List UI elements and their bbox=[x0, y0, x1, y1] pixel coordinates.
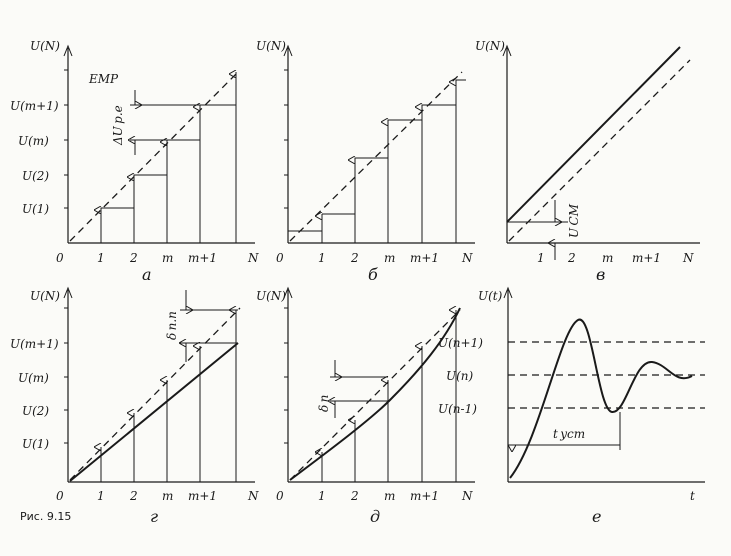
panel-v-x-axis-label: N bbox=[682, 251, 694, 265]
panel-v: U(N) N 1 2 m m+1 U CM в bbox=[475, 39, 700, 284]
panel-g-ideal-line bbox=[69, 307, 241, 481]
panel-a-x-tick-2: m bbox=[162, 251, 173, 265]
panel-d-delta-label: δ n bbox=[317, 395, 331, 412]
panel-b: U(N) N 0 1 2 m m+1 б bbox=[256, 39, 475, 284]
panel-b-ideal-line bbox=[289, 71, 463, 242]
panel-e-transient-curve bbox=[509, 318, 693, 479]
panel-d-sub-label: д bbox=[370, 507, 380, 526]
panel-g-x-tick-2: m bbox=[162, 489, 173, 503]
panel-g-y-tick-3: U(1) bbox=[22, 437, 49, 451]
panel-g-delta-label: δ n.n bbox=[165, 311, 179, 340]
panel-g-sub-label: г bbox=[150, 507, 158, 526]
panel-g-x-axis-label: N bbox=[247, 489, 259, 503]
panel-g-x-tick-3: m+1 bbox=[188, 489, 217, 503]
panel-d-arrows bbox=[322, 310, 457, 482]
panel-b-staircase bbox=[288, 79, 466, 243]
panel-v-x-tick-3: m+1 bbox=[632, 251, 661, 265]
panel-d-y-arrow-icon bbox=[283, 286, 293, 299]
panel-v-real-line bbox=[506, 46, 681, 223]
panel-d-x-tick-1: 2 bbox=[350, 489, 359, 503]
panel-a-x-tick-3: m+1 bbox=[188, 251, 217, 265]
panel-g-origin: 0 bbox=[56, 489, 64, 503]
panel-d-y-axis-label: U(N) bbox=[256, 289, 286, 303]
panel-g-y-arrow-icon bbox=[63, 286, 73, 299]
panel-a-x-tick-1: 2 bbox=[129, 251, 138, 265]
panel-b-sub-label: б bbox=[368, 265, 378, 284]
panel-e-y-arrow-icon bbox=[503, 286, 513, 299]
panel-a-staircase bbox=[100, 72, 237, 243]
panel-a-x-axis-label: N bbox=[247, 251, 259, 265]
panel-g: U(N) N 0 U(m+1) U(m) U(2) U(1) 1 2 m m+1… bbox=[10, 286, 259, 526]
panel-a-delta-label: ΔU p.e bbox=[111, 105, 125, 146]
panel-v-ideal-line bbox=[508, 59, 691, 242]
panel-e-sub-label: е bbox=[592, 507, 601, 526]
panel-e-y-tick-0: U(n+1) bbox=[438, 336, 483, 350]
panel-v-y-arrow-icon bbox=[502, 44, 512, 57]
panel-b-x-tick-0: 1 bbox=[318, 251, 326, 265]
panel-b-y-arrow-icon bbox=[283, 44, 293, 57]
panel-v-x-tick-2: m bbox=[602, 251, 613, 265]
panel-d-x-tick-0: 1 bbox=[318, 489, 326, 503]
panel-b-y-axis-label: U(N) bbox=[256, 39, 286, 53]
panel-a-y-tick-2: U(2) bbox=[22, 169, 49, 183]
panel-g-arrows bbox=[101, 310, 237, 482]
panel-e-t-label: t ycm bbox=[553, 427, 585, 441]
panel-g-x-tick-0: 1 bbox=[97, 489, 105, 503]
panel-v-sub-label: в bbox=[596, 265, 605, 284]
panel-v-ucm-label: U CM bbox=[567, 203, 581, 238]
panel-b-origin: 0 bbox=[276, 251, 284, 265]
panel-b-x-tick-2: m bbox=[384, 251, 395, 265]
panel-e-y-axis-label: U(t) bbox=[478, 289, 503, 303]
panel-g-y-tick-0: U(m+1) bbox=[10, 337, 59, 351]
panel-b-arrows bbox=[322, 82, 457, 243]
panel-g-y-axis-label: U(N) bbox=[30, 289, 60, 303]
panel-d-x-tick-2: m bbox=[384, 489, 395, 503]
panel-a-origin: 0 bbox=[56, 251, 64, 265]
panel-e-x-axis-label: t bbox=[690, 489, 695, 503]
panel-a-y-tick-3: U(1) bbox=[22, 202, 49, 216]
panel-d-x-tick-3: m+1 bbox=[410, 489, 439, 503]
panel-a: U(N) N 0 U(m+1) U(m) U(2) U(1) 1 2 m m+1… bbox=[10, 39, 259, 284]
panel-v-x-tick-0: 1 bbox=[537, 251, 545, 265]
panel-g-y-tick-1: U(m) bbox=[18, 371, 49, 385]
panel-v-x-tick-1: 2 bbox=[567, 251, 576, 265]
panel-a-y-tick-0: U(m+1) bbox=[10, 99, 59, 113]
panel-b-y-tick-marks bbox=[284, 69, 288, 209]
panel-d: U(N) N 0 1 2 m m+1 δ n д bbox=[256, 286, 475, 526]
figure-caption: Рис. 9.15 bbox=[20, 510, 71, 523]
panel-a-ideal-line bbox=[69, 71, 239, 242]
panel-g-real-line bbox=[69, 342, 239, 482]
panel-e: U(t) t U(n+1) U(n) U(n-1) t ycm е bbox=[438, 286, 705, 526]
panel-e-y-tick-1: U(n) bbox=[446, 369, 474, 383]
panel-d-x-axis-label: N bbox=[461, 489, 473, 503]
panel-e-y-tick-2: U(n-1) bbox=[438, 402, 477, 416]
panel-d-ideal-line bbox=[289, 309, 461, 481]
panel-a-y-tick-marks bbox=[64, 69, 68, 209]
panel-g-y-tick-2: U(2) bbox=[22, 404, 49, 418]
panel-a-sub-label: а bbox=[142, 265, 152, 284]
panel-a-y-arrow-icon bbox=[63, 44, 73, 57]
panel-d-y-tick-marks bbox=[284, 307, 288, 444]
panel-a-y-tick-1: U(m) bbox=[18, 134, 49, 148]
panel-a-x-tick-0: 1 bbox=[97, 251, 105, 265]
panel-b-x-tick-3: m+1 bbox=[410, 251, 439, 265]
panel-g-y-tick-marks bbox=[64, 307, 68, 444]
panel-a-y-axis-label: U(N) bbox=[30, 39, 60, 53]
panel-d-origin: 0 bbox=[276, 489, 284, 503]
panel-d-real-curve bbox=[289, 307, 461, 481]
panel-g-x-tick-1: 2 bbox=[129, 489, 138, 503]
panel-v-y-axis-label: U(N) bbox=[475, 39, 505, 53]
panel-a-arrows bbox=[101, 74, 237, 243]
panel-a-emr-label: EMP bbox=[88, 72, 119, 86]
panel-b-x-tick-1: 2 bbox=[350, 251, 359, 265]
panel-b-x-axis-label: N bbox=[461, 251, 473, 265]
